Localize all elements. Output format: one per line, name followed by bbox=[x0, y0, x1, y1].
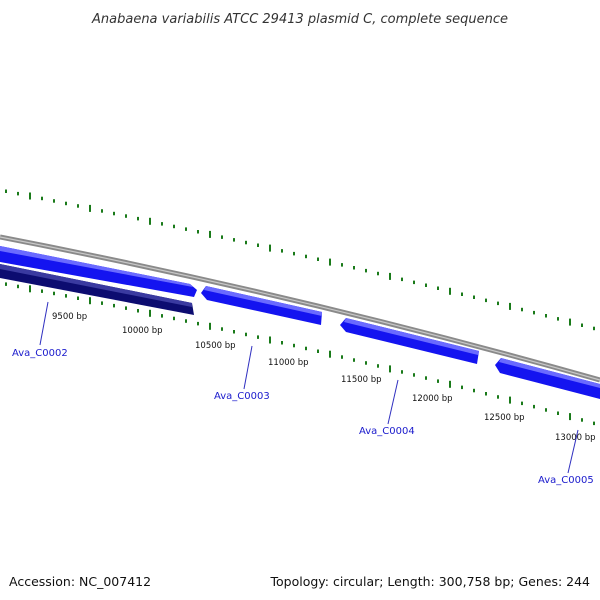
map-title: Anabaena variabilis ATCC 29413 plasmid C… bbox=[91, 12, 508, 27]
accession-text: Accession: NC_007412 bbox=[9, 574, 151, 589]
scale-label: 10000 bp bbox=[122, 326, 163, 336]
inner-tick-marks bbox=[5, 282, 595, 426]
scale-label: 11500 bp bbox=[341, 375, 382, 385]
topology-summary: Topology: circular; Length: 300,758 bp; … bbox=[270, 574, 591, 589]
gene-label-ava-c0002[interactable]: Ava_C0002 bbox=[12, 348, 68, 359]
outer-tick-marks bbox=[5, 189, 595, 331]
leader-line-ava-c0004 bbox=[387, 379, 399, 425]
gene-arrow-ava-c0003-highlight bbox=[204, 286, 322, 316]
leader-line-ava-c0005 bbox=[567, 429, 579, 474]
leader-line-ava-c0003 bbox=[243, 345, 253, 390]
gene-arrow-ava-c0004-highlight bbox=[344, 318, 479, 355]
gene-label-ava-c0003[interactable]: Ava_C0003 bbox=[214, 391, 270, 402]
gene-label-ava-c0004[interactable]: Ava_C0004 bbox=[359, 426, 415, 437]
gene-arrow-ava-c0005[interactable] bbox=[495, 358, 600, 399]
scale-label: 11000 bp bbox=[268, 358, 309, 368]
leader-line-ava-c0002 bbox=[39, 301, 49, 346]
scale-label: 10500 bp bbox=[195, 341, 236, 351]
scale-label: 12000 bp bbox=[412, 394, 453, 404]
gene-labels: Ava_C0002 Ava_C0003 Ava_C0004 Ava_C0005 bbox=[12, 301, 594, 486]
gene-arrow-extra-1-highlight bbox=[0, 246, 193, 287]
scale-label: 12500 bp bbox=[484, 413, 525, 423]
gene-arrow-ava-c0002-highlight bbox=[0, 264, 192, 307]
gene-label-ava-c0005[interactable]: Ava_C0005 bbox=[538, 475, 594, 486]
scale-labels: 9500 bp 10000 bp 10500 bp 11000 bp 11500… bbox=[52, 312, 596, 443]
scale-label: 9500 bp bbox=[52, 312, 87, 322]
gene-arrow-ava-c0005-highlight bbox=[499, 358, 600, 388]
backbone-inner bbox=[0, 236, 600, 381]
scale-label: 13000 bp bbox=[555, 433, 596, 443]
gene-features bbox=[0, 246, 600, 399]
